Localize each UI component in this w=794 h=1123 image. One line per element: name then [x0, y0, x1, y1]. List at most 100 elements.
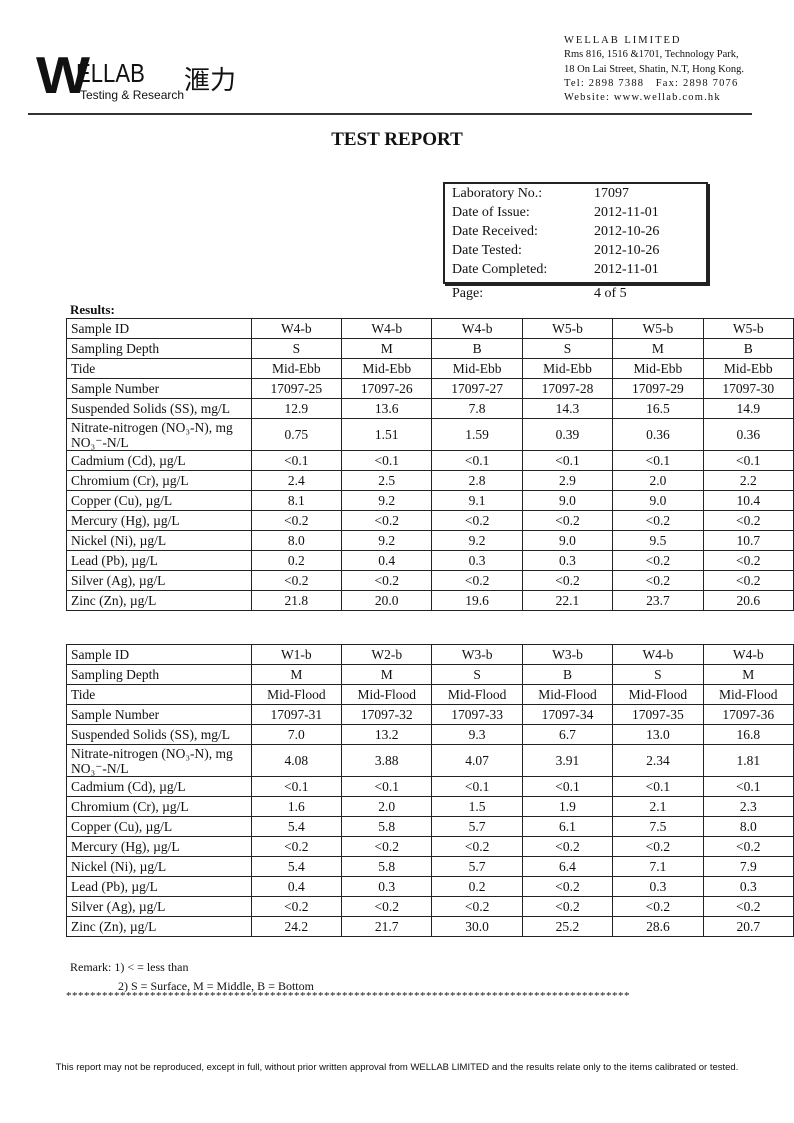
table-row: Chromium (Cr), µg/L 2.4 2.5 2.8 2.9 2.0 2.2 — [66, 470, 794, 491]
table-row: Cadmium (Cd), µg/L <0.1 <0.1 <0.1 <0.1 <0.1 <0… — [66, 450, 794, 471]
table-cell: 9.0 — [521, 530, 614, 551]
table-row: Suspended Solids (SS), mg/L 12.9 13.6 7.8 14… — [66, 398, 794, 419]
info-label: Date Completed: — [452, 262, 548, 277]
company-info: WELLAB LIMITED Rms 816, 1516 &1701, Tech… — [564, 34, 744, 105]
table-cell: 2.5 — [341, 470, 433, 491]
table-cell: 9.2 — [431, 530, 523, 551]
table-cell: <0.2 — [702, 510, 794, 531]
table-cell: 9.5 — [612, 530, 704, 551]
table-cell: 8.0 — [702, 816, 794, 837]
table-cell: W5-b — [702, 318, 794, 339]
results-heading: Results: — [70, 302, 115, 317]
table-cell: 2.1 — [612, 796, 704, 817]
table-cell: 17097-25 — [250, 378, 343, 399]
table-row: Silver (Ag), µg/L <0.2 <0.2 <0.2 <0.2 <0.2 <0.… — [66, 896, 794, 917]
table-cell: <0.1 — [250, 776, 343, 797]
table-cell: W4-b — [341, 318, 433, 339]
table-cell: <0.2 — [702, 836, 794, 857]
row-label: Mercury (Hg), µg/L — [66, 510, 252, 531]
table-cell: 9.2 — [341, 530, 433, 551]
table-cell: 17097-33 — [431, 704, 523, 725]
table-cell: 16.8 — [702, 724, 794, 745]
table-cell: Mid-Ebb — [702, 358, 794, 379]
wellab-logo: W ELLAB Testing & Research 滙力 — [36, 50, 236, 105]
table-cell: 1.6 — [250, 796, 343, 817]
table-cell: 0.36 — [702, 418, 794, 451]
table-cell: 17097-29 — [612, 378, 704, 399]
table-cell: Mid-Flood — [702, 684, 794, 705]
row-label: Silver (Ag), µg/L — [66, 570, 252, 591]
table-cell: <0.1 — [341, 776, 433, 797]
remark-1: Remark: 1) < = less than — [70, 960, 189, 974]
row-label: Zinc (Zn), µg/L — [66, 916, 252, 937]
table-cell: M — [341, 338, 433, 359]
footer-disclaimer: This report may not be reproduced, excep… — [55, 1062, 739, 1073]
table-cell: 1.51 — [341, 418, 433, 451]
table-row: Sample ID W1-b W2-b W3-b W3-b W4-b W4-b — [66, 644, 794, 665]
table-cell: 24.2 — [250, 916, 343, 937]
table-cell: 13.0 — [612, 724, 704, 745]
table-cell: 22.1 — [521, 590, 614, 611]
table-cell: 14.3 — [521, 398, 614, 419]
table-cell: <0.2 — [431, 836, 523, 857]
table-cell: 0.2 — [431, 876, 523, 897]
table-cell: 5.4 — [250, 816, 343, 837]
table-cell: <0.2 — [702, 570, 794, 591]
table-cell: 19.6 — [431, 590, 523, 611]
table-cell: Mid-Ebb — [612, 358, 704, 379]
info-value: 2012-11-01 — [594, 205, 659, 220]
table-cell: <0.2 — [612, 570, 704, 591]
table-cell: <0.1 — [612, 776, 704, 797]
table-row: Zinc (Zn), µg/L 21.8 20.0 19.6 22.1 23.7 20.6 — [66, 590, 794, 611]
row-label: Nickel (Ni), µg/L — [66, 530, 252, 551]
table-cell: 0.75 — [250, 418, 343, 451]
table-cell: 17097-32 — [341, 704, 433, 725]
table-cell: W2-b — [341, 644, 433, 665]
row-label: Nitrate-nitrogen (NO₃-N), mg NO₃⁻-N/L — [66, 418, 252, 451]
table-cell: <0.1 — [612, 450, 704, 471]
table-cell: Mid-Flood — [612, 684, 704, 705]
table-row: Lead (Pb), µg/L 0.4 0.3 0.2 <0.2 0.3 0.3 — [66, 876, 794, 897]
table-row: Tide Mid-Flood Mid-Flood Mid-Flood Mid-Flood… — [66, 684, 794, 705]
table-cell: 9.1 — [431, 490, 523, 511]
info-value: 17097 — [594, 186, 629, 201]
table-cell: 0.39 — [521, 418, 614, 451]
table-cell: 16.5 — [612, 398, 704, 419]
table-row: Copper (Cu), µg/L 5.4 5.8 5.7 6.1 7.5 8.0 — [66, 816, 794, 837]
table-row: Nickel (Ni), µg/L 5.4 5.8 5.7 6.4 7.1 7.9 — [66, 856, 794, 877]
table-cell: 4.08 — [250, 744, 343, 777]
table-cell: 6.4 — [521, 856, 614, 877]
table-cell: Mid-Flood — [431, 684, 523, 705]
table-cell: 9.0 — [521, 490, 614, 511]
table-cell: 13.6 — [341, 398, 433, 419]
table-cell: <0.2 — [702, 896, 794, 917]
table-cell: Mid-Flood — [521, 684, 614, 705]
table-cell: 7.9 — [702, 856, 794, 877]
table-cell: <0.1 — [431, 776, 523, 797]
logo-name: ELLAB — [76, 58, 145, 88]
table-cell: 17097-34 — [521, 704, 614, 725]
table-cell: 1.5 — [431, 796, 523, 817]
row-label: Zinc (Zn), µg/L — [66, 590, 252, 611]
row-label: Suspended Solids (SS), mg/L — [66, 398, 252, 419]
row-label: Copper (Cu), µg/L — [66, 490, 252, 511]
table-cell: <0.2 — [250, 570, 343, 591]
row-label: Chromium (Cr), µg/L — [66, 796, 252, 817]
table-cell: 21.8 — [250, 590, 343, 611]
table-cell: M — [702, 664, 794, 685]
table-cell: 28.6 — [612, 916, 704, 937]
table-cell: W4-b — [612, 644, 704, 665]
table-cell: <0.1 — [521, 776, 614, 797]
company-website: Website: www.wellab.com.hk — [564, 92, 721, 104]
row-label: Mercury (Hg), µg/L — [66, 836, 252, 857]
info-label: Date of Issue: — [452, 205, 530, 220]
table-cell: 0.3 — [431, 550, 523, 571]
table-cell: 9.3 — [431, 724, 523, 745]
table-cell: <0.2 — [612, 510, 704, 531]
table-cell: 9.0 — [612, 490, 704, 511]
company-address-1: Rms 816, 1516 &1701, Technology Park, — [564, 49, 739, 61]
table-cell: <0.2 — [521, 876, 614, 897]
table-cell: <0.2 — [521, 510, 614, 531]
table-cell: 0.4 — [250, 876, 343, 897]
table-cell: 2.3 — [702, 796, 794, 817]
